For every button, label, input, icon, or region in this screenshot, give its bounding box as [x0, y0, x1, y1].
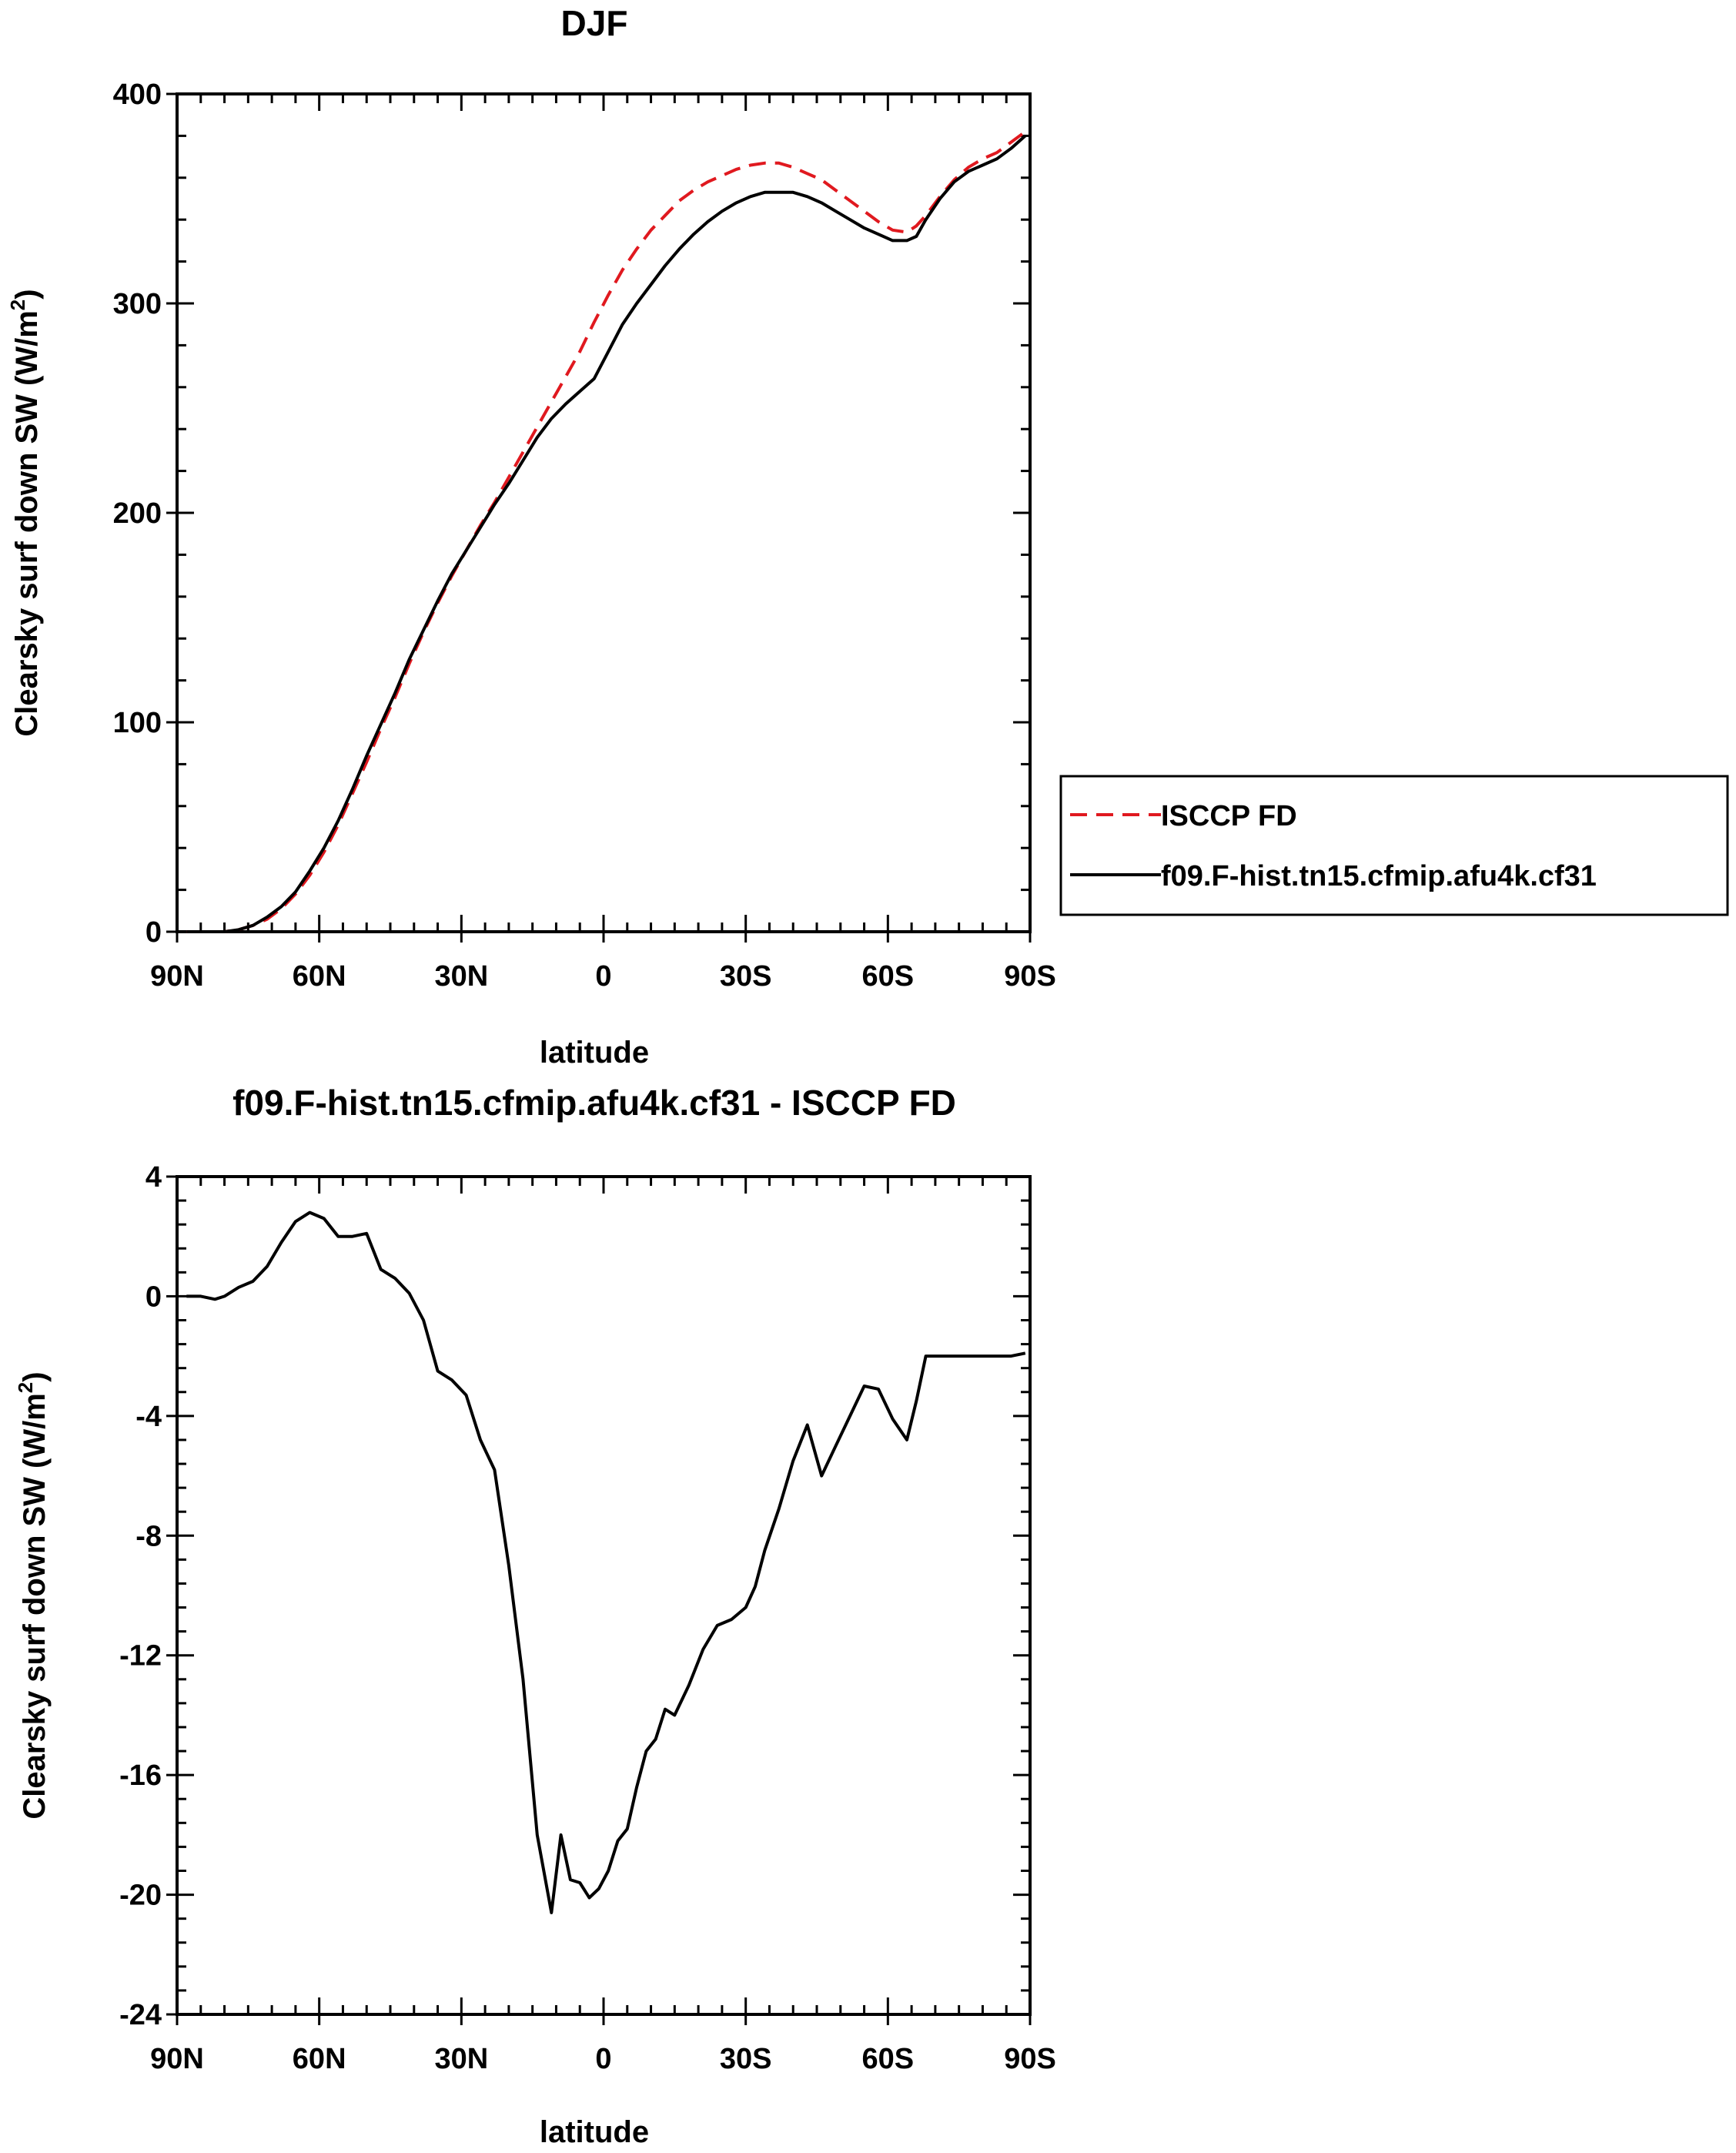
bottom-chart-title: f09.F-hist.tn15.cfmip.afu4k.cf31 - ISCCP…	[232, 1083, 956, 1123]
x-tick-label: 60S	[862, 2043, 915, 2075]
x-tick-label: 90N	[150, 960, 204, 993]
legend-box	[1059, 775, 1729, 916]
legend-label-isccp: ISCCP FD	[1161, 800, 1297, 832]
y-tick-label: 4	[146, 1161, 162, 1194]
bottom-plot-frame	[176, 1175, 1032, 2016]
bottom-y-axis-label-main: Clearsky surf down SW (W/m	[18, 1393, 52, 1819]
bottom-y-tick-labels: 4 0 -4 -8 -12 -16 -20 -24	[119, 1161, 162, 2031]
x-tick-label: 30S	[720, 960, 772, 993]
x-tick-label: 0	[595, 960, 611, 993]
x-tick-label: 90N	[150, 2043, 204, 2075]
top-y-axis-label: Clearsky surf down SW (W/m2)	[6, 289, 44, 736]
bottom-x-tick-labels: 90N 60N 30N 0 30S 60S 90S	[150, 2043, 1056, 2075]
x-tick-label: 30N	[434, 960, 488, 993]
x-tick-label: 90S	[1004, 2043, 1056, 2075]
x-tick-label: 0	[595, 2043, 611, 2075]
top-axis-ticks	[166, 92, 1032, 943]
top-y-axis-label-close: )	[10, 289, 44, 299]
top-y-axis-label-sup: 2	[6, 300, 29, 310]
series-line-1-0	[186, 1210, 1026, 1914]
y-tick-label: -20	[119, 1880, 162, 1912]
top-panel: DJF 90N 60N 30N 0 30S 60S 90S 0 100 200 300 400 la…	[6, 3, 1729, 1070]
legend: ISCCP FD f09.F-hist.tn15.cfmip.afu4k.cf3…	[1059, 775, 1729, 916]
y-tick-label: -24	[119, 1999, 162, 2031]
bottom-x-axis-label: latitude	[540, 2115, 649, 2149]
bottom-y-axis-label-sup: 2	[14, 1382, 37, 1393]
x-tick-label: 90S	[1004, 960, 1056, 993]
y-tick-label: 300	[113, 288, 162, 320]
series-line-0-0	[186, 130, 1026, 933]
x-tick-label: 60N	[293, 2043, 346, 2075]
y-tick-label: -8	[135, 1520, 162, 1552]
y-tick-label: 0	[146, 1281, 162, 1313]
x-tick-label: 60N	[293, 960, 346, 993]
bottom-y-axis-label: Clearsky surf down SW (W/m2)	[14, 1371, 52, 1819]
top-x-axis-label: latitude	[540, 1036, 649, 1070]
y-tick-label: 400	[113, 79, 162, 111]
legend-label-model: f09.F-hist.tn15.cfmip.afu4k.cf31	[1161, 860, 1597, 892]
top-x-tick-labels: 90N 60N 30N 0 30S 60S 90S	[150, 960, 1056, 993]
bottom-series-lines	[186, 1210, 1026, 1914]
top-series-lines	[186, 130, 1027, 933]
top-y-axis-label-main: Clearsky surf down SW (W/m	[10, 310, 44, 736]
y-tick-label: -16	[119, 1760, 162, 1792]
x-tick-label: 30S	[720, 2043, 772, 2075]
bottom-panel: f09.F-hist.tn15.cfmip.afu4k.cf31 - ISCCP…	[14, 1083, 1056, 2149]
bottom-y-axis-label-close: )	[18, 1371, 52, 1381]
top-chart-title: DJF	[561, 3, 628, 43]
y-tick-label: -4	[135, 1401, 162, 1433]
bottom-axis-ticks	[166, 1175, 1032, 2025]
x-tick-label: 60S	[862, 960, 915, 993]
x-tick-label: 30N	[434, 2043, 488, 2075]
y-tick-label: 0	[146, 916, 162, 949]
y-tick-label: -12	[119, 1640, 162, 1673]
top-y-tick-labels: 0 100 200 300 400	[113, 79, 162, 949]
y-tick-label: 200	[113, 497, 162, 530]
y-tick-label: 100	[113, 707, 162, 739]
top-plot-frame	[176, 92, 1032, 933]
series-line-0-1	[186, 134, 1027, 933]
